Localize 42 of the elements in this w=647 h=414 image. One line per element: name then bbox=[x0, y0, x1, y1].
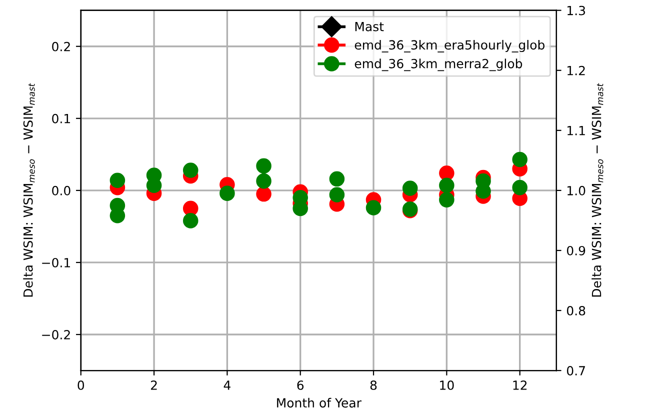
point bbox=[329, 171, 345, 187]
y2-tick-label: 0.8 bbox=[566, 306, 586, 316]
y-tick-label: 0.2 bbox=[52, 42, 70, 52]
x-axis-title: Month of Year bbox=[277, 398, 362, 408]
y2-tick-label: 1.3 bbox=[568, 6, 586, 16]
legend-label: emd_36_3km_merra2_glob bbox=[354, 58, 522, 72]
point bbox=[439, 192, 454, 208]
x-tick-label: 12 bbox=[513, 380, 527, 390]
y-axis-title: Delta WSIM: WSIM$_{meso}$ − WSIM$_{mast}$ bbox=[23, 83, 35, 297]
x-tick-label: 6 bbox=[297, 380, 304, 390]
x-tick-label: 2 bbox=[150, 380, 157, 390]
point bbox=[256, 158, 272, 174]
x-tick-label: 10 bbox=[440, 380, 454, 390]
point bbox=[182, 213, 198, 228]
point bbox=[256, 173, 272, 189]
point bbox=[512, 180, 528, 196]
point bbox=[182, 162, 198, 178]
point bbox=[110, 172, 126, 188]
point bbox=[512, 152, 528, 168]
y-tick-label: −0.1 bbox=[42, 258, 70, 268]
y2-tick-label: 1.2 bbox=[568, 66, 585, 76]
x-tick-label: 8 bbox=[370, 380, 377, 390]
point bbox=[366, 200, 382, 216]
y2-tick-label: 1.1 bbox=[568, 126, 585, 136]
y2-tick-label: 1.0 bbox=[568, 186, 586, 196]
y-tick-label: 0.0 bbox=[52, 186, 70, 196]
y2-tick-label: 0.9 bbox=[566, 246, 586, 256]
y2-tick-label: 0.7 bbox=[566, 366, 585, 376]
y-tick-label: −0.2 bbox=[42, 330, 70, 340]
legend-label: emd_36_3km_era5hourly_glob bbox=[354, 40, 544, 52]
x-tick-label: 0 bbox=[78, 380, 84, 390]
y2-axis-title: Delta WSIM: WSIM$_{meso}$ − WSIM$_{mast}$ bbox=[592, 83, 604, 297]
point bbox=[329, 187, 345, 202]
point bbox=[220, 186, 235, 201]
point bbox=[439, 166, 454, 181]
y-tick-label: 0.1 bbox=[52, 114, 70, 124]
x-tick-label: 4 bbox=[224, 380, 230, 390]
point bbox=[402, 180, 418, 196]
legend-label: Mast bbox=[355, 22, 384, 32]
point bbox=[182, 200, 198, 216]
point bbox=[439, 178, 454, 194]
point bbox=[256, 186, 272, 202]
